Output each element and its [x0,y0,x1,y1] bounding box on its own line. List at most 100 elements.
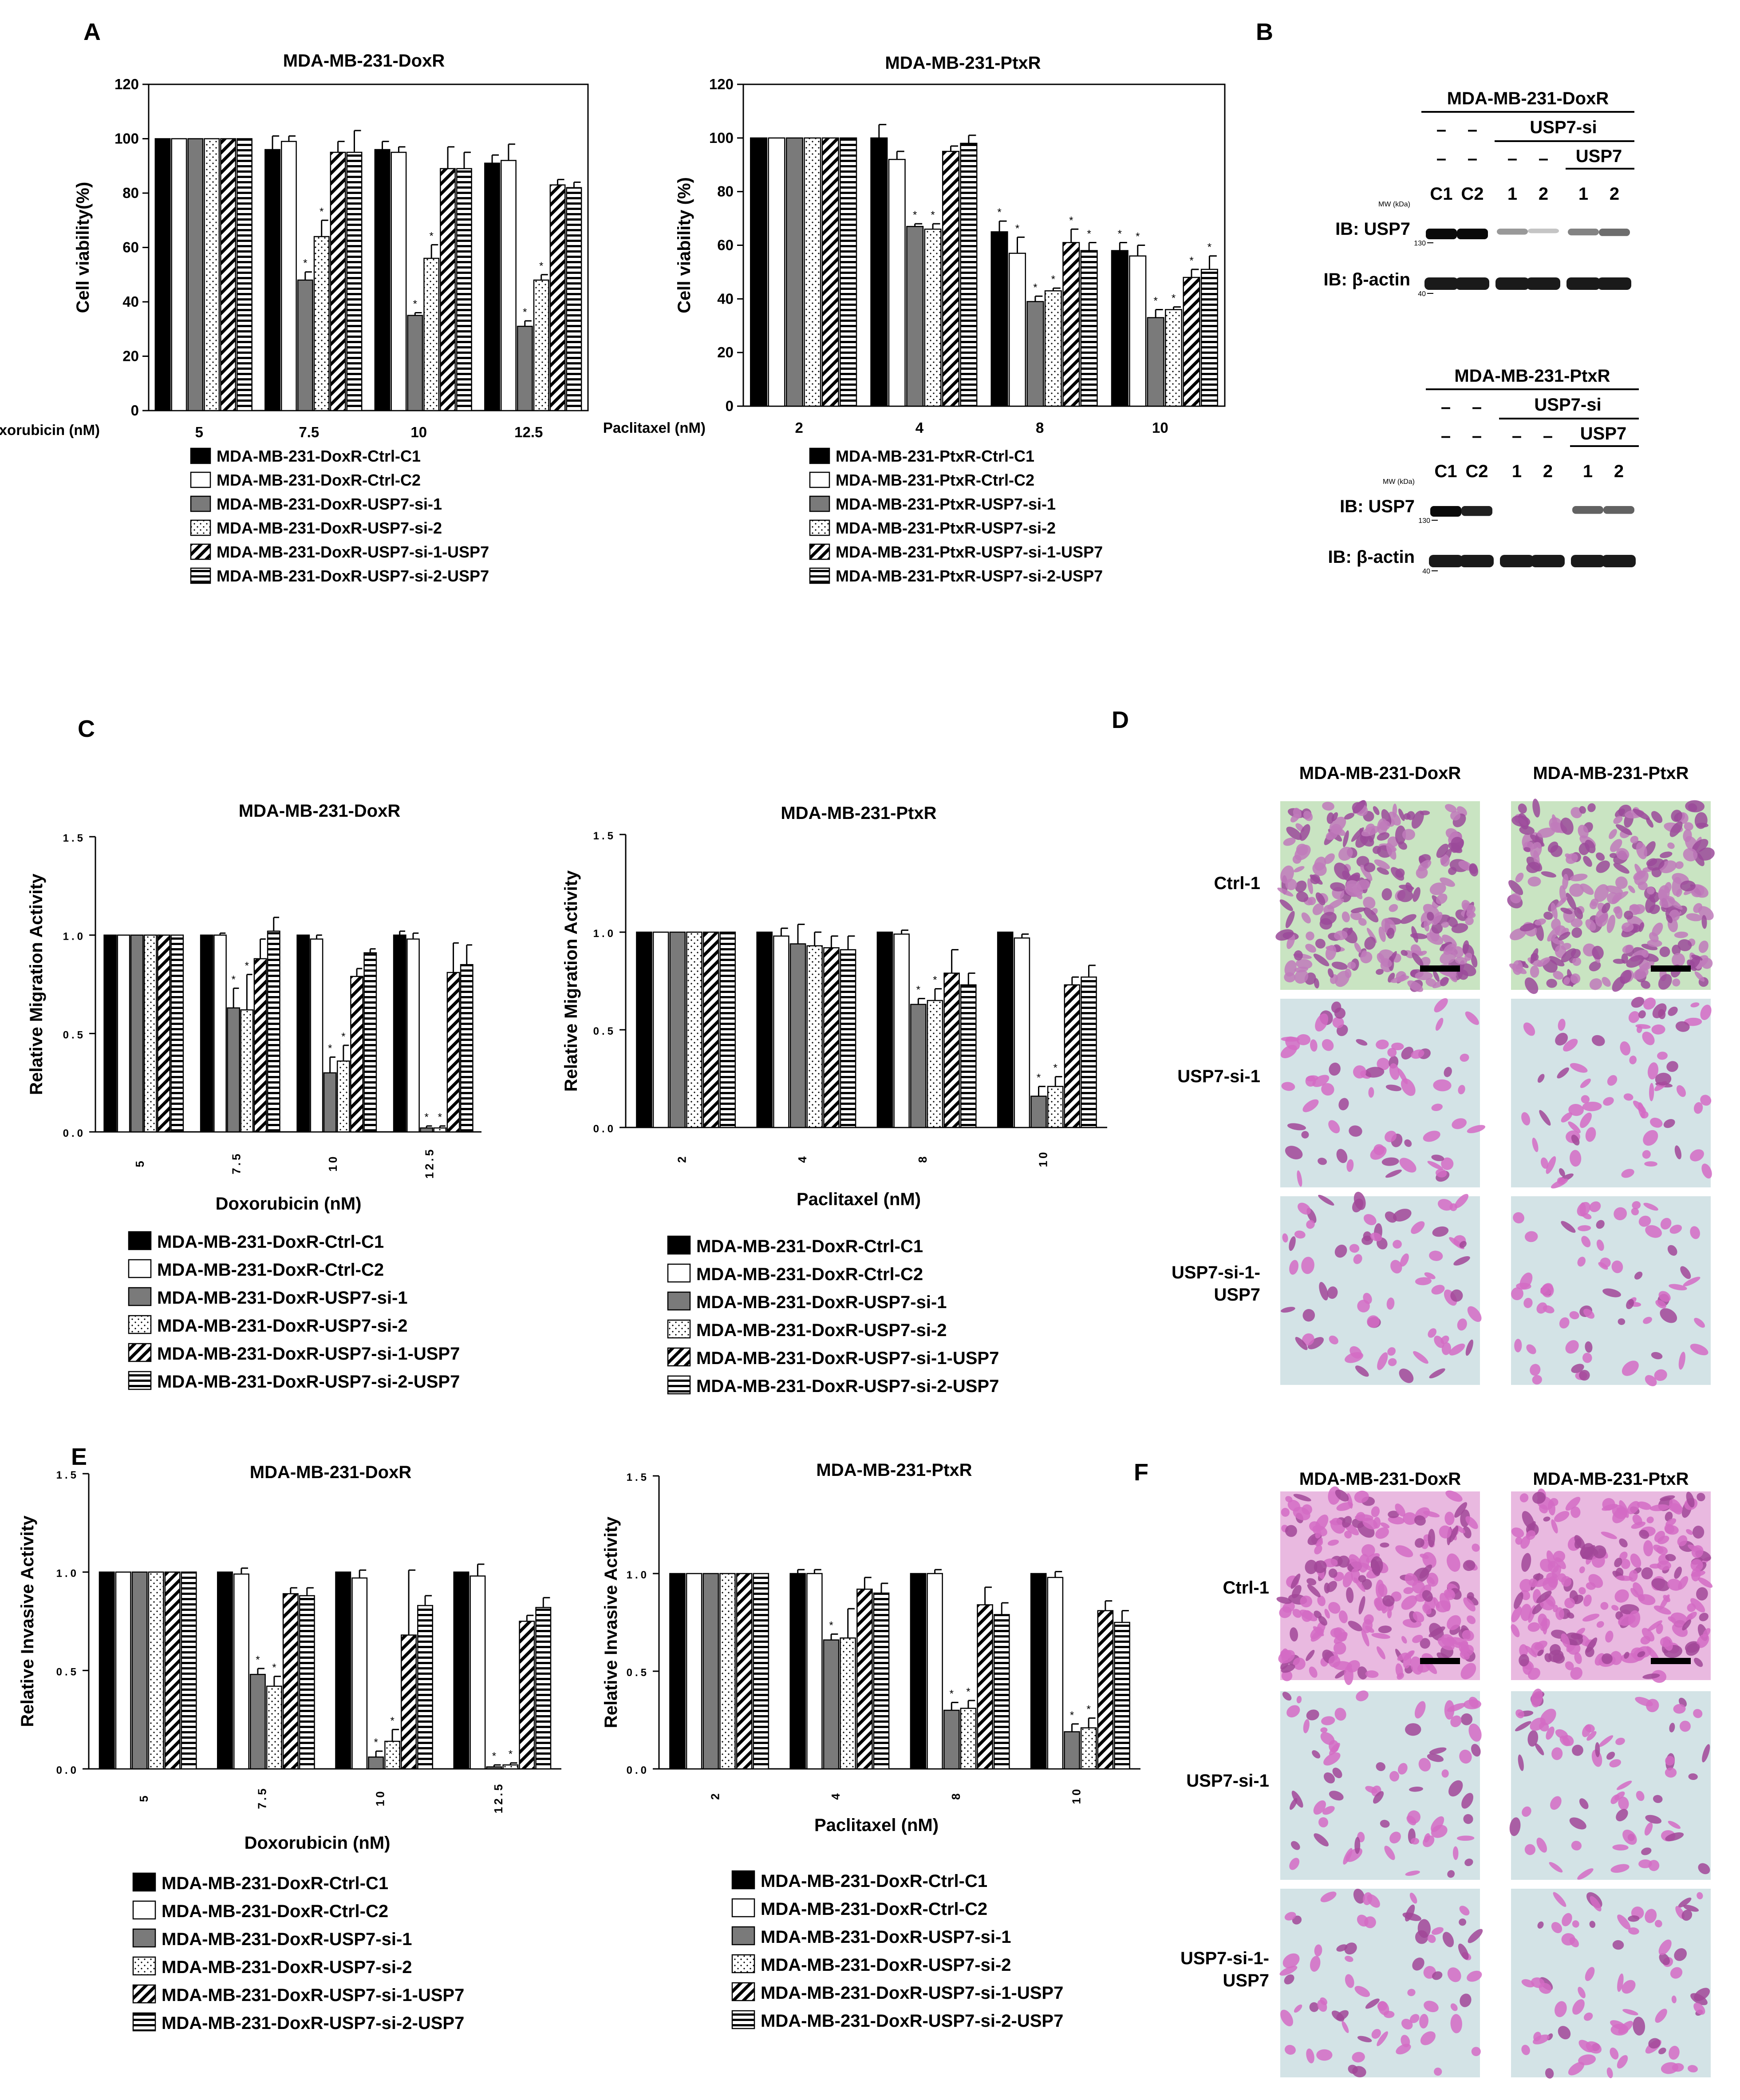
y-tick-label: 1.0 [593,928,616,940]
cell-blob [1614,1791,1625,1800]
cell-blob [1602,1498,1615,1511]
cell-blob [1378,1625,1392,1633]
cell-blob [1417,1919,1431,1938]
cell-blob [1677,939,1692,951]
x-tick-label: 8 [949,1791,963,1799]
cell-blob [1401,950,1408,956]
bar [500,160,517,411]
cell-blob [1429,1747,1447,1755]
cell-blob [1313,1800,1326,1815]
significance-mark: * [430,230,434,242]
cell-blob [1606,2067,1613,2078]
cell-blob [1381,888,1392,901]
cell-blob [1460,1651,1470,1660]
bar [927,1573,943,1770]
cell-blob [1609,829,1617,839]
cell-blob [1701,1163,1712,1179]
bar [888,158,906,407]
cell-blob [1336,2010,1349,2021]
cell-blob [1667,1245,1677,1256]
cell-blob [1344,1531,1352,1538]
bar [1081,976,1097,1128]
cell-blob [1670,1967,1683,1979]
cell-blob [1447,916,1458,928]
micrograph-image [1280,998,1486,1187]
bar [299,1595,315,1770]
cell-blob [1367,1315,1380,1328]
legend-swatch [128,1343,152,1362]
cell-blob [1518,813,1529,830]
blot-dash: – [1468,149,1477,168]
bar [1111,250,1128,407]
significance-mark: * [438,1111,442,1123]
cell-blob [1589,1921,1596,1928]
cell-blob [1312,903,1324,915]
cell-blob [1701,915,1707,929]
cell-blob [1611,1605,1619,1611]
cell-blob [1427,1934,1436,1943]
significance-mark: * [523,306,527,318]
bar [313,236,330,411]
cell-blob [1581,1095,1590,1103]
micrograph-background [1280,1889,1480,2077]
cell-blob [1644,1161,1657,1167]
cell-blob [1314,1560,1327,1573]
cell-blob [1458,1943,1469,1960]
cell-blob [1354,1986,1370,1997]
micrographs-layer: MDA-MB-231-DoxR MDA-MB-231-PtxR Ctrl-1 USP7… [1172,763,1715,2079]
cell-blob [1426,1572,1439,1587]
legend-swatch [667,1347,691,1367]
bar [446,972,460,1133]
cell-blob [1632,1514,1642,1526]
cell-blob [1555,1032,1568,1046]
cell-blob [1279,899,1293,911]
bar [157,934,170,1133]
cell-blob [1645,1375,1657,1387]
cell-blob [1395,825,1406,845]
cell-blob [1279,1606,1292,1618]
cell-blob [1567,969,1574,987]
cell-blob [1535,1578,1551,1587]
cell-blob [1385,1084,1402,1092]
cell-blob [1331,824,1342,834]
actin-band [1495,277,1529,290]
cell-blob [1570,918,1583,928]
bar [1097,1610,1114,1770]
cell-blob [1328,1568,1338,1578]
cell-blob [1401,1047,1414,1060]
cell-blob [1679,1720,1691,1732]
cell-blob [1404,1139,1412,1147]
cell-blob [1377,1646,1385,1660]
cell-blob [1306,1220,1315,1229]
cell-blob [1332,1016,1344,1028]
cell-blob [1407,980,1424,992]
blot-dash: – [1436,120,1446,139]
cell-blob [1323,1772,1335,1784]
cell-blob [1670,1612,1688,1626]
actin-band [1429,555,1463,567]
cell-blob [1661,2062,1679,2074]
cell-blob [1285,2045,1296,2055]
cell-blob [1390,867,1405,881]
cell-blob [1318,1194,1334,1206]
cell-blob [1605,1630,1614,1643]
cell-blob [1413,1611,1424,1622]
cell-blob [1637,1025,1642,1033]
bar [170,934,184,1133]
cell-blob [1614,1589,1629,1603]
cell-blob [1616,1809,1628,1822]
cell-blob [1371,1633,1391,1639]
cell-blob [1388,1358,1397,1366]
cell-blob [1361,1562,1373,1571]
cell-blob [1387,1347,1396,1356]
bar [789,943,806,1128]
cell-blob [1281,1670,1293,1681]
x-tick-label: 4 [796,1154,809,1163]
legend-label: MDA-MB-231-PtxR-USP7-si-2-USP7 [836,567,1103,585]
cell-blob [1693,2002,1705,2015]
scale-bar [1420,965,1460,972]
cell-blob [1334,1245,1347,1258]
cell-blob [1631,1207,1639,1215]
cell-blob [1326,1581,1338,1592]
